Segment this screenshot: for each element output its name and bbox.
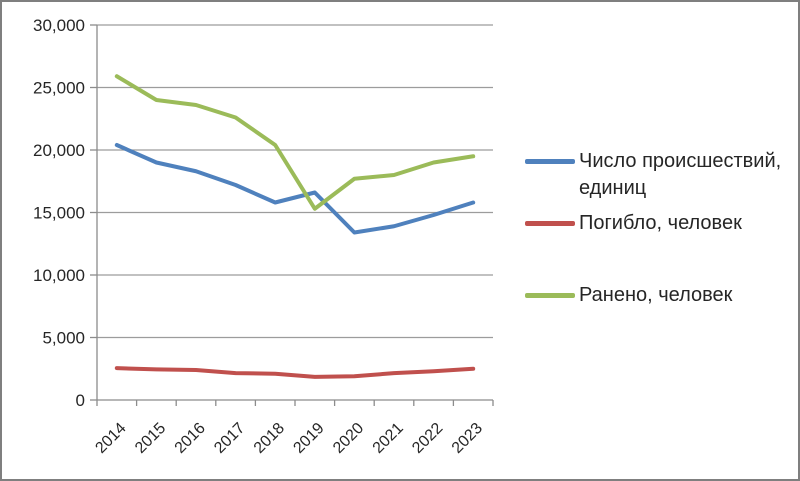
x-axis-tick-label: 2014 — [92, 420, 129, 457]
legend-label-incidents: Число происшествий, единиц — [579, 150, 782, 199]
x-axis-tick-label: 2018 — [251, 420, 288, 457]
y-axis-tick-label: 20,000 — [33, 141, 85, 160]
series-line-1 — [114, 366, 476, 379]
y-axis-tick-label: 10,000 — [33, 266, 85, 285]
legend-label-deaths: Погибло, человек — [579, 212, 742, 234]
series-line-2 — [114, 74, 476, 211]
legend-entry-injured: Ранено, человек — [525, 282, 732, 309]
x-axis-tick-label: 2019 — [290, 420, 327, 457]
x-axis-tick-label: 2021 — [370, 420, 407, 457]
x-axis-tick-label: 2015 — [132, 420, 169, 457]
x-axis-tick-label: 2022 — [409, 420, 446, 457]
y-axis-tick-label: 30,000 — [33, 16, 85, 35]
legend-label-injured: Ранено, человек — [579, 284, 733, 306]
legend-entry-incidents: Число происшествий, единиц — [525, 148, 791, 202]
line-chart-plot-area: 0 5,000 10,000 15,000 20,000 25,000 30,000 2014… — [33, 16, 494, 457]
legend-line-swatch-incidents — [525, 159, 575, 164]
series-line-0 — [114, 143, 476, 235]
x-axis-tick-label: 2023 — [449, 420, 486, 457]
legend-entry-deaths: Погибло, человек — [525, 210, 742, 237]
x-axis-tick-label: 2016 — [172, 420, 209, 457]
chart-legend: Число происшествий, единиц Погибло, чело… — [525, 2, 797, 479]
legend-line-swatch-injured — [525, 293, 575, 298]
x-axis-tick-label: 2020 — [330, 420, 367, 457]
y-axis-tick-label: 0 — [76, 391, 85, 410]
y-axis-tick-label: 25,000 — [33, 79, 85, 98]
legend-line-swatch-deaths — [525, 221, 575, 226]
x-axis-tick-label: 2017 — [211, 420, 248, 457]
y-axis-tick-label: 15,000 — [33, 204, 85, 223]
y-axis-tick-label: 5,000 — [42, 329, 85, 348]
